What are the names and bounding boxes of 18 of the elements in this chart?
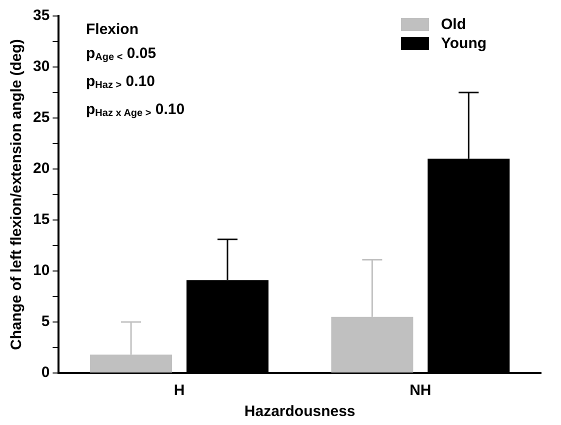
- x-tick-label: NH: [410, 382, 432, 400]
- x-tick-label: H: [174, 382, 185, 400]
- y-tick-label: 20: [32, 160, 50, 178]
- y-tick-label: 25: [32, 109, 50, 126]
- legend-label: Young: [441, 35, 487, 52]
- y-tick-label: 10: [32, 262, 50, 280]
- annotation: p$_{Haz >}$ 0.10: [86, 72, 156, 93]
- y-tick-label: 35: [32, 7, 50, 24]
- annotation: p$_{Haz x Age >}$ 0.10: [86, 100, 185, 121]
- y-tick-label: 5: [41, 313, 50, 330]
- y-axis-title: Change of left flexion/extension angle (deg): [8, 39, 26, 350]
- y-tick-label: 15: [32, 211, 50, 228]
- annotation: Flexion: [86, 20, 140, 40]
- annotation: p$_{Age <}$ 0.05: [86, 44, 158, 65]
- legend-label: Old: [441, 16, 466, 34]
- x-axis-title: Hazardousness: [244, 403, 356, 420]
- y-tick-label: 30: [32, 58, 50, 76]
- y-tick-label: 0: [41, 364, 50, 382]
